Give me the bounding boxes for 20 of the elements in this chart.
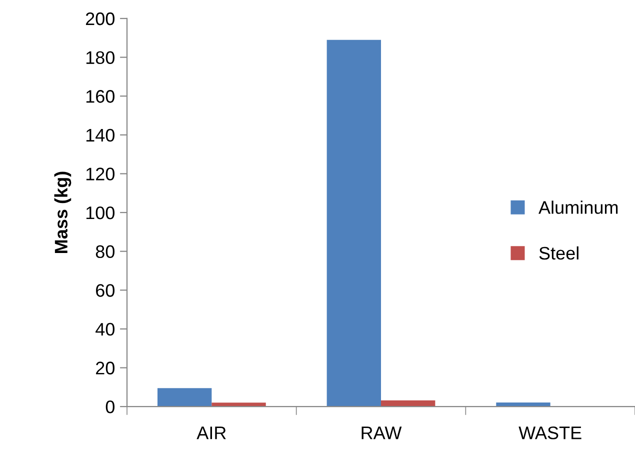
x-tick-label: WASTE (518, 426, 582, 440)
y-tick-label: 20 (96, 362, 114, 374)
y-tick-label: 140 (86, 128, 114, 142)
y-axis-title: Mass (kg) (54, 172, 72, 253)
legend-label: Steel (539, 246, 578, 260)
y-tick-label: 80 (96, 245, 114, 258)
y-tick-label: 180 (86, 51, 114, 64)
bar (212, 402, 266, 407)
bar (157, 388, 212, 407)
y-tick-label: 200 (86, 12, 114, 26)
y-tick-label: 160 (86, 90, 114, 103)
x-tick-label: RAW (362, 426, 402, 440)
y-tick-label: 60 (96, 284, 114, 297)
y-tick-label: 120 (86, 168, 114, 180)
bar (326, 40, 381, 407)
y-tick-label: 40 (96, 322, 114, 336)
y-tick-label: 100 (86, 206, 114, 220)
legend-label: Aluminum (538, 200, 618, 214)
y-tick-label: 0 (106, 400, 114, 414)
x-tick-label: AIR (196, 426, 226, 440)
